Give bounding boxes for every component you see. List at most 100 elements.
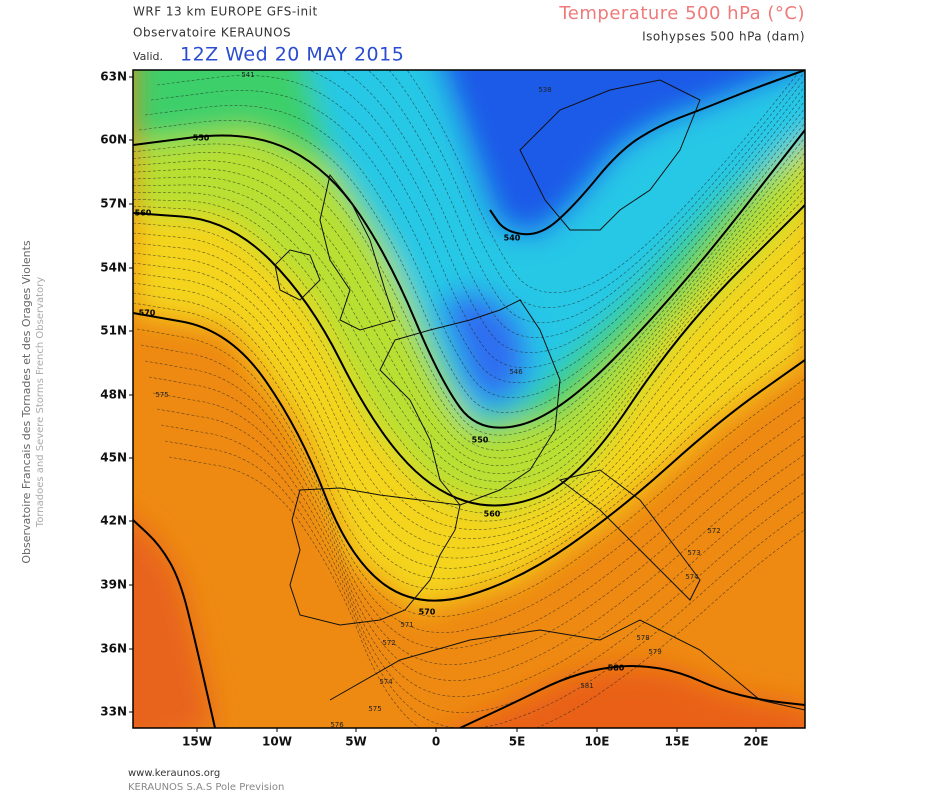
coastlines bbox=[274, 79, 805, 711]
latitude-label: 57N bbox=[100, 197, 127, 211]
dashed-isohypse bbox=[164, 440, 805, 728]
dashed-isohypse bbox=[133, 197, 805, 498]
latitude-label: 51N bbox=[100, 324, 127, 338]
latitude-label: 39N bbox=[100, 578, 127, 592]
dashed-isohypse bbox=[152, 392, 805, 681]
dashed-isohypse bbox=[163, 70, 805, 353]
contour-label: 571 bbox=[400, 621, 413, 629]
bold-isohypse bbox=[133, 204, 805, 507]
dashed-isohypse bbox=[136, 328, 805, 617]
contour-title: Isohypses 500 hPa (dam) bbox=[642, 30, 805, 44]
dashed-isohypse bbox=[133, 174, 805, 474]
valid-label: Valid. bbox=[133, 50, 163, 63]
field-title: Temperature 500 hPa (°C) bbox=[558, 3, 805, 24]
dashed-isohypse bbox=[133, 189, 805, 490]
contour-label: 560 bbox=[135, 209, 152, 218]
latitude-label: 48N bbox=[100, 388, 127, 402]
bold-isohypse bbox=[133, 519, 216, 728]
contour-label: 581 bbox=[580, 682, 593, 690]
model-info: WRF 13 km EUROPE GFS-init bbox=[133, 5, 318, 19]
dashed-isohypse bbox=[160, 424, 805, 713]
dashed-isohypse bbox=[133, 152, 805, 451]
contour-label: 575 bbox=[155, 391, 168, 399]
color-band bbox=[308, 70, 805, 420]
latitude-label: 36N bbox=[100, 642, 127, 656]
source: Observatoire KERAUNOS bbox=[133, 26, 291, 40]
bold-isohypse bbox=[133, 312, 805, 602]
contour-label: 579 bbox=[648, 648, 661, 656]
contour-label: 574 bbox=[685, 573, 699, 581]
contour-label: 573 bbox=[687, 549, 700, 557]
longitude-label: 5W bbox=[345, 735, 367, 749]
contour-label: 580 bbox=[608, 664, 625, 673]
dashed-isohypse bbox=[133, 282, 805, 569]
footer-url: www.keraunos.org bbox=[128, 768, 220, 779]
dashed-isohypse bbox=[388, 70, 805, 308]
latitude-label: 54N bbox=[100, 261, 127, 275]
dashed-isohypse bbox=[150, 90, 805, 383]
temperature-field bbox=[133, 70, 805, 728]
dashed-isohypse bbox=[342, 70, 805, 338]
longitude-label: 20E bbox=[744, 735, 769, 749]
contour-label: 540 bbox=[504, 234, 521, 243]
dashed-isohypse bbox=[140, 344, 805, 633]
longitude-label: 15E bbox=[665, 735, 690, 749]
bold-isohypse bbox=[489, 70, 805, 236]
dashed-isohypse bbox=[406, 70, 801, 293]
dashed-isohypse bbox=[133, 159, 805, 459]
longitude-label: 15W bbox=[182, 735, 212, 749]
color-band bbox=[133, 520, 215, 728]
dashed-isohypse bbox=[144, 360, 805, 649]
longitude-label: 10W bbox=[262, 735, 292, 749]
contour-label: 550 bbox=[193, 134, 210, 143]
contour-label: 570 bbox=[419, 608, 436, 617]
longitude-label: 10E bbox=[585, 735, 610, 749]
dashed-isohypse bbox=[144, 105, 805, 398]
dashed-isohypse bbox=[156, 408, 805, 697]
contour-label: 575 bbox=[368, 705, 381, 713]
contour-label: 572 bbox=[707, 527, 720, 535]
dashed-isohypse bbox=[133, 137, 805, 436]
contour-label: 541 bbox=[241, 71, 254, 79]
valid-time: 12Z Wed 20 MAY 2015 bbox=[180, 44, 404, 66]
isohypses bbox=[133, 70, 805, 728]
color-band bbox=[440, 70, 805, 236]
color-band bbox=[460, 665, 805, 728]
dashed-isohypse bbox=[133, 262, 805, 549]
contour-label: 538 bbox=[538, 86, 551, 94]
dashed-isohypse bbox=[133, 252, 805, 539]
latitude-label: 42N bbox=[100, 514, 127, 528]
map-frame bbox=[132, 69, 806, 729]
side-fr: Observatoire Francais des Tornades et de… bbox=[20, 240, 33, 564]
contour-label: 578 bbox=[636, 634, 649, 642]
latitude-label: 60N bbox=[100, 133, 127, 147]
longitude-label: 5E bbox=[509, 735, 526, 749]
contour-label: 570 bbox=[139, 309, 156, 318]
dashed-isohypse bbox=[133, 302, 805, 590]
dashed-isohypse bbox=[138, 120, 805, 413]
dashed-isohypse bbox=[133, 242, 805, 530]
bold-isohypse bbox=[133, 129, 805, 429]
contour-label: 546 bbox=[509, 368, 523, 376]
latitude-label: 45N bbox=[100, 451, 127, 465]
latitude-label: 63N bbox=[100, 70, 127, 84]
contour-label: 550 bbox=[472, 436, 489, 445]
dashed-isohypse bbox=[133, 167, 805, 466]
bold-isohypse bbox=[459, 665, 805, 728]
footer-company: KERAUNOS S.A.S Pole Prevision bbox=[128, 782, 284, 793]
side-en: Tornadoes and Severe Storms French Obser… bbox=[35, 277, 46, 528]
dashed-isohypse bbox=[133, 182, 805, 482]
dashed-isohypse bbox=[133, 272, 805, 559]
contour-label: 576 bbox=[330, 721, 344, 729]
contour-label: 574 bbox=[379, 678, 393, 686]
latitude-label: 33N bbox=[100, 705, 127, 719]
dashed-isohypse bbox=[367, 70, 805, 323]
color-band bbox=[440, 290, 530, 410]
contour-label: 560 bbox=[484, 510, 501, 519]
dashed-isohypse bbox=[148, 376, 805, 665]
longitude-label: 0 bbox=[432, 735, 440, 749]
dashed-isohypse bbox=[133, 292, 805, 580]
dashed-isohypse bbox=[133, 144, 805, 444]
dashed-isohypse bbox=[156, 75, 805, 368]
